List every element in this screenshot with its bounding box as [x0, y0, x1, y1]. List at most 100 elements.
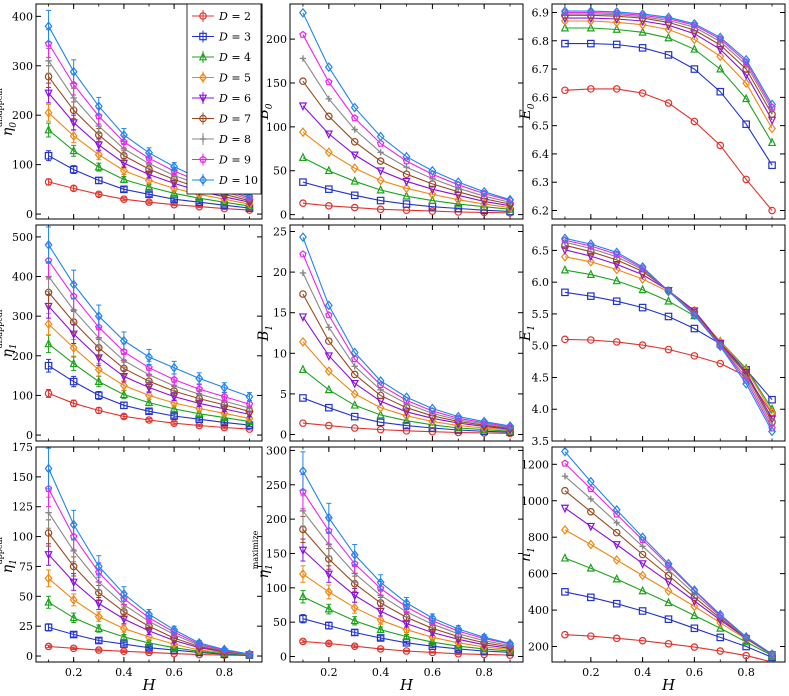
data-point	[376, 381, 385, 389]
data-point	[44, 124, 53, 134]
data-point	[586, 22, 595, 32]
y-tick-label: 100	[12, 159, 33, 172]
data-point	[612, 573, 621, 583]
data-point	[586, 269, 595, 278]
data-point	[298, 466, 307, 477]
legend-entry: D = 3	[192, 30, 251, 44]
data-point	[299, 487, 307, 495]
data-point	[377, 149, 384, 156]
legend-marker	[198, 94, 208, 104]
y-axis-label: η1maximize	[251, 530, 275, 578]
chart-panel-p21: 0.2 0.4 0.6 0.8 0 50 100 150 200 250 300 η1maximize	[251, 444, 524, 679]
data-point	[402, 183, 411, 194]
data-point	[69, 399, 78, 408]
data-point	[638, 607, 647, 615]
data-point	[612, 275, 621, 285]
series-D-6	[560, 246, 777, 424]
series-D-5	[560, 16, 777, 134]
data-point	[716, 341, 724, 349]
x-tick-label: 0.2	[65, 666, 83, 679]
data-point	[145, 154, 153, 162]
data-point	[664, 32, 673, 42]
series-group	[560, 447, 777, 662]
series-line	[564, 490, 773, 655]
data-point	[561, 459, 569, 467]
series-group	[298, 7, 515, 217]
data-point	[70, 94, 77, 102]
series-line	[564, 557, 773, 657]
data-point	[324, 366, 333, 377]
y-tick-label: 15	[273, 307, 287, 320]
data-point	[376, 375, 385, 386]
data-point	[768, 161, 776, 170]
data-point	[245, 400, 254, 408]
data-point	[119, 380, 128, 391]
data-point	[506, 194, 515, 205]
data-point	[586, 562, 595, 572]
series-line	[564, 20, 773, 129]
data-point	[664, 51, 673, 59]
series-D-10	[560, 6, 777, 110]
data-point	[44, 389, 53, 398]
series-line	[564, 237, 773, 432]
data-point	[428, 207, 437, 215]
data-point	[170, 161, 179, 172]
data-point	[170, 397, 179, 408]
y-tick-label: 300	[12, 310, 33, 323]
data-point	[690, 597, 699, 607]
data-point	[170, 624, 179, 635]
y-tick-label: 5.5	[532, 308, 550, 321]
data-point	[69, 80, 78, 88]
data-point	[119, 588, 128, 599]
series-D-9	[561, 236, 776, 432]
data-point	[639, 543, 646, 550]
x-tick-label: 0.8	[475, 666, 493, 679]
data-point	[402, 410, 411, 421]
data-point	[324, 62, 333, 73]
chart-panel-p01: 0 50 100 150 200 B0	[256, 3, 524, 222]
data-point	[690, 44, 699, 53]
data-point	[454, 411, 463, 422]
data-point	[376, 196, 385, 205]
data-point	[561, 630, 569, 639]
data-point	[716, 341, 725, 352]
data-point	[350, 370, 359, 379]
data-point	[195, 403, 204, 414]
legend-marker	[199, 72, 207, 83]
data-point	[612, 6, 621, 17]
y-tick-label: 6.5	[532, 244, 550, 257]
panels-group: 0100200300400η0disappear050100150200B06.…	[0, 3, 786, 679]
data-point	[44, 21, 53, 32]
data-point	[351, 363, 358, 370]
data-point	[350, 412, 359, 421]
series-D-10	[560, 447, 777, 660]
data-point	[325, 185, 333, 193]
y-tick-label: 0	[26, 208, 33, 221]
data-point	[69, 562, 78, 571]
data-point	[325, 112, 333, 121]
legend-label: D = 2	[218, 10, 251, 23]
data-point	[94, 406, 103, 415]
data-point	[454, 624, 463, 634]
series-line	[564, 634, 773, 662]
data-point	[402, 647, 411, 655]
data-point	[351, 126, 358, 133]
data-point	[195, 408, 204, 418]
data-point	[350, 424, 359, 432]
data-point	[119, 389, 129, 399]
x-tick-label: 0.6	[165, 666, 183, 679]
data-point	[170, 362, 179, 373]
data-point	[94, 376, 103, 385]
data-point	[690, 643, 699, 651]
series-line	[564, 27, 773, 143]
data-point	[561, 39, 569, 48]
data-point	[506, 421, 515, 431]
data-point	[145, 363, 153, 371]
data-point	[690, 310, 699, 321]
data-point	[44, 39, 53, 47]
data-point	[45, 57, 52, 65]
data-point	[561, 86, 569, 95]
data-point	[690, 324, 699, 333]
series-D-9	[561, 459, 776, 658]
data-point	[454, 198, 463, 208]
